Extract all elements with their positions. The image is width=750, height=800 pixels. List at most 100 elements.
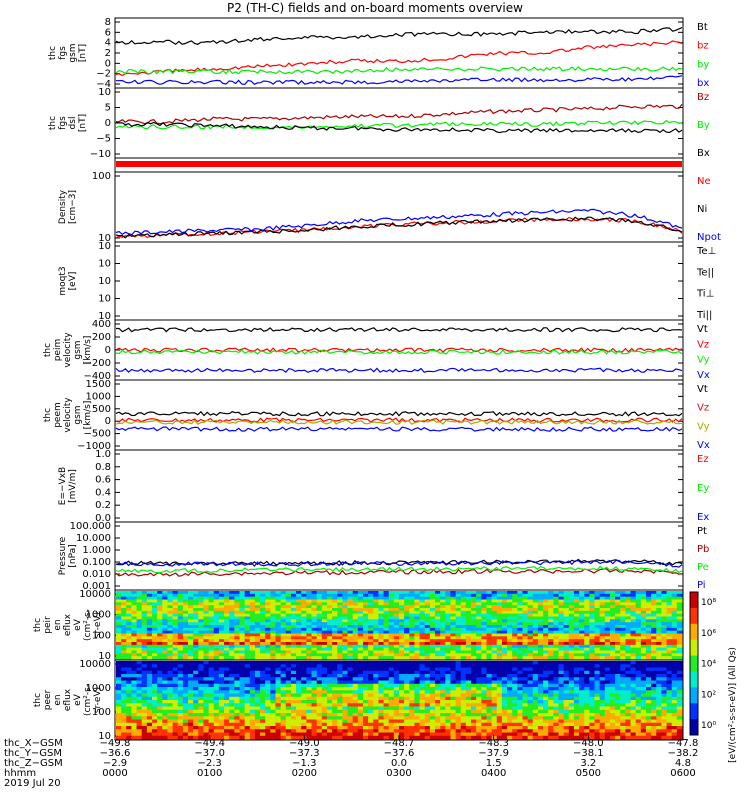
heatmap-cell bbox=[285, 602, 292, 606]
heatmap-cell bbox=[337, 719, 343, 724]
heatmap-cell bbox=[671, 630, 678, 634]
heatmap-cell bbox=[280, 650, 287, 654]
heatmap-cell bbox=[584, 642, 590, 646]
heatmap-cell bbox=[121, 656, 127, 660]
y-tick-label: 1000 bbox=[86, 683, 111, 694]
heatmap-cell bbox=[244, 619, 251, 623]
heatmap-cell bbox=[203, 610, 210, 615]
heatmap-cell bbox=[254, 647, 261, 651]
heatmap-cell bbox=[527, 653, 534, 657]
heatmap-cell bbox=[630, 613, 637, 617]
heatmap-cell bbox=[116, 693, 122, 698]
heatmap-cell bbox=[414, 693, 421, 698]
heatmap-cell bbox=[414, 719, 421, 724]
heatmap-cell bbox=[265, 735, 271, 740]
heatmap-cell bbox=[131, 593, 138, 598]
heatmap-cell bbox=[460, 674, 467, 678]
heatmap-cell bbox=[440, 605, 446, 609]
heatmap-cell bbox=[131, 605, 138, 609]
heatmap-cell bbox=[527, 726, 534, 730]
legend-Ni: Ni bbox=[697, 204, 707, 215]
heatmap-cell bbox=[342, 729, 349, 733]
heatmap-cell bbox=[419, 642, 426, 646]
heatmap-cell bbox=[512, 719, 518, 724]
heatmap-cell bbox=[522, 680, 529, 685]
heatmap-cell bbox=[512, 619, 518, 623]
heatmap-cell bbox=[491, 610, 498, 615]
heatmap-cell bbox=[296, 706, 302, 711]
heatmap-cell bbox=[594, 599, 601, 603]
heatmap-cell bbox=[584, 647, 590, 651]
heatmap-cell bbox=[352, 619, 359, 623]
heatmap-cell bbox=[162, 616, 168, 620]
heatmap-cell bbox=[296, 690, 302, 694]
heatmap-cell bbox=[537, 709, 544, 714]
heatmap-cell bbox=[409, 700, 415, 704]
heatmap-cell bbox=[162, 703, 168, 707]
heatmap-cell bbox=[131, 690, 138, 694]
heatmap-cell bbox=[532, 599, 539, 603]
heatmap-cell bbox=[573, 706, 580, 711]
heatmap-cell bbox=[193, 656, 199, 660]
heatmap-cell bbox=[275, 639, 282, 643]
heatmap-cell bbox=[558, 599, 565, 603]
heatmap-cell bbox=[532, 674, 539, 678]
heatmap-cell bbox=[429, 690, 436, 694]
heatmap-cell bbox=[548, 627, 554, 632]
heatmap-cell bbox=[188, 687, 194, 691]
heatmap-cell bbox=[121, 593, 127, 598]
heatmap-cell bbox=[326, 713, 333, 717]
heatmap-cell bbox=[172, 670, 179, 675]
heatmap-cell bbox=[501, 591, 508, 595]
heatmap-cell bbox=[440, 633, 446, 637]
heatmap-cell bbox=[399, 625, 405, 629]
heatmap-cell bbox=[337, 680, 343, 685]
heatmap-cell bbox=[321, 636, 328, 640]
heatmap-cell bbox=[486, 647, 493, 651]
heatmap-cell bbox=[527, 610, 534, 615]
heatmap-cell bbox=[532, 625, 539, 629]
heatmap-cell bbox=[172, 713, 179, 717]
heatmap-cell bbox=[172, 703, 179, 707]
heatmap-cell bbox=[321, 680, 328, 685]
heatmap-cell bbox=[481, 726, 487, 730]
heatmap-cell bbox=[450, 722, 457, 727]
heatmap-cell bbox=[501, 613, 508, 617]
heatmap-cell bbox=[548, 664, 554, 668]
heatmap-cell bbox=[172, 656, 179, 660]
heatmap-cell bbox=[579, 656, 585, 660]
heatmap-cell bbox=[126, 599, 132, 603]
heatmap-cell bbox=[301, 732, 307, 737]
heatmap-cell bbox=[285, 619, 292, 623]
heatmap-cell bbox=[203, 735, 210, 740]
heatmap-cell bbox=[218, 667, 225, 672]
heatmap-cell bbox=[435, 726, 441, 730]
heatmap-cell bbox=[321, 627, 328, 632]
heatmap-cell bbox=[440, 709, 446, 714]
heatmap-cell bbox=[507, 622, 513, 626]
heatmap-cell bbox=[553, 602, 560, 606]
heatmap-cell bbox=[182, 619, 189, 623]
heatmap-cell bbox=[537, 596, 544, 600]
heatmap-cell bbox=[347, 709, 354, 714]
heatmap-cell bbox=[244, 706, 251, 711]
heatmap-cell bbox=[239, 633, 246, 637]
heatmap-cell bbox=[481, 596, 487, 600]
heatmap-cell bbox=[584, 622, 590, 626]
heatmap-cell bbox=[121, 719, 127, 724]
heatmap-cell bbox=[620, 625, 626, 629]
heatmap-cell bbox=[116, 674, 122, 678]
heatmap-cell bbox=[146, 693, 153, 698]
heatmap-cell bbox=[676, 647, 683, 651]
heatmap-cell bbox=[131, 709, 138, 714]
heatmap-cell bbox=[532, 713, 539, 717]
heatmap-cell bbox=[625, 633, 632, 637]
heatmap-cell bbox=[352, 667, 359, 672]
heatmap-cell bbox=[635, 644, 642, 649]
heatmap-cell bbox=[337, 599, 343, 603]
heatmap-cell bbox=[116, 732, 122, 737]
heatmap-cell bbox=[568, 625, 575, 629]
heatmap-cell bbox=[507, 667, 513, 672]
heatmap-cell bbox=[208, 619, 215, 623]
heatmap-cell bbox=[568, 630, 575, 634]
